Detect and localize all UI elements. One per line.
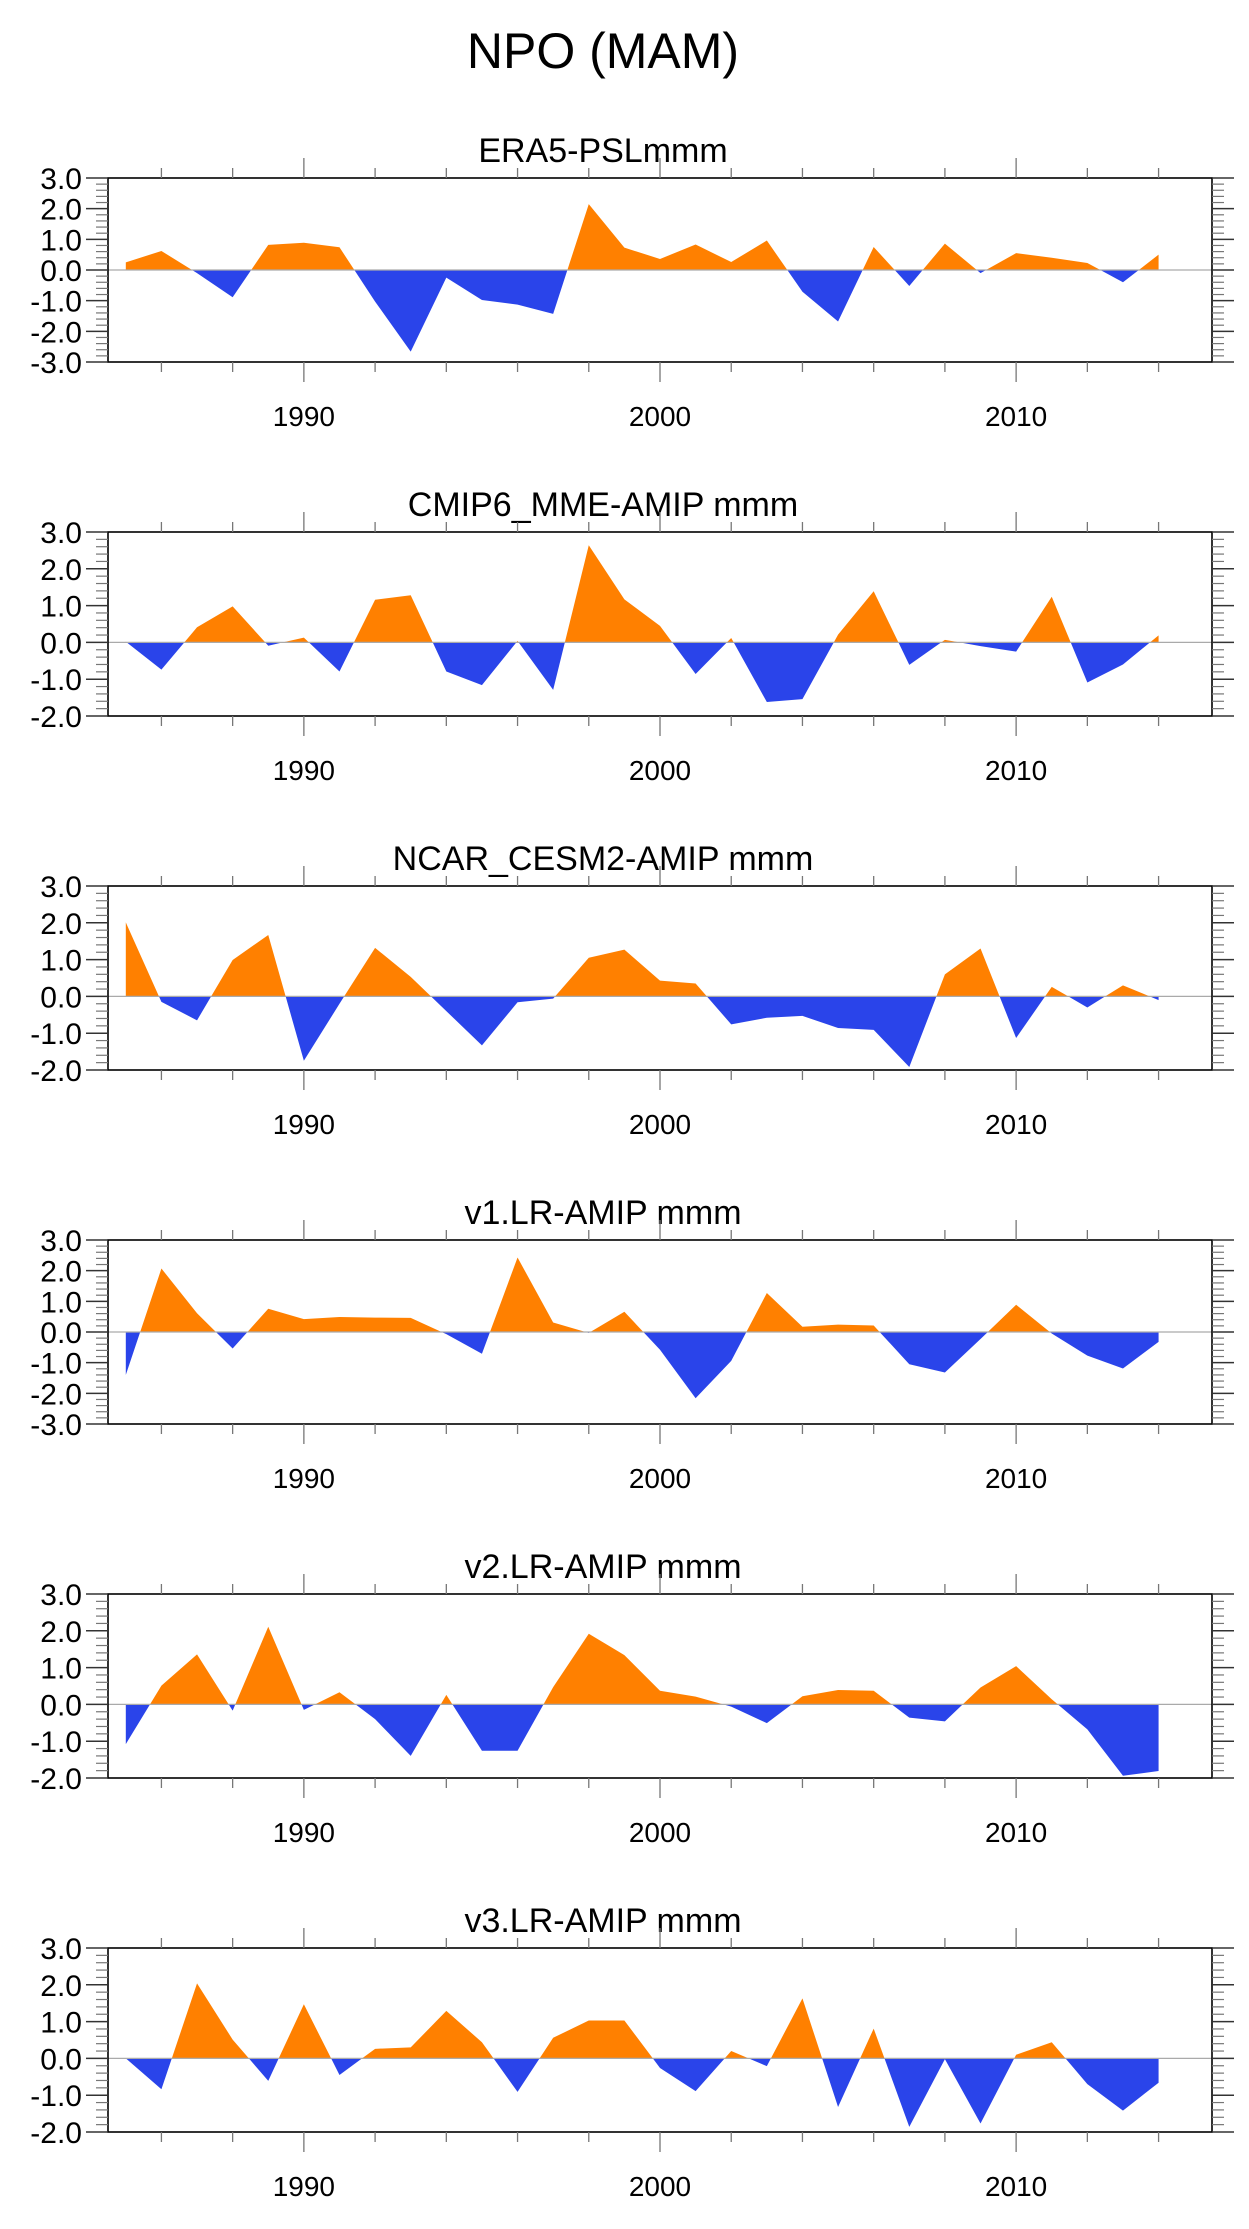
x-tick-label: 1990	[273, 1463, 335, 1494]
y-tick-label: -2.0	[30, 1055, 82, 1088]
y-tick-label: 1.0	[40, 1653, 82, 1686]
chart-panel-5: v2.LR-AMIP mmm 3.0 2.0 1.00.0 -1.0 -2.0 1990 20…	[30, 1548, 1234, 1848]
x-tick-label: 2000	[629, 1109, 691, 1140]
y-tick-label: 3.0	[40, 517, 82, 550]
panel-title: v2.LR-AMIP mmm	[464, 1548, 741, 1586]
y-tick-label: 3.0	[40, 1933, 82, 1966]
x-tick-label: 1990	[273, 1109, 335, 1140]
y-tick-label: -3.0	[30, 1409, 82, 1442]
x-tick-label: 2010	[985, 755, 1047, 786]
y-tick-label: 0.0	[40, 2043, 82, 2076]
x-tick-label: 2010	[985, 2171, 1047, 2202]
y-tick-label: -1.0	[30, 1018, 82, 1051]
y-tick-label: 1.0	[40, 945, 82, 978]
panel-title: NCAR_CESM2-AMIP mmm	[393, 840, 814, 878]
x-tick-label: 2000	[629, 1463, 691, 1494]
x-tick-label: 2010	[985, 1817, 1047, 1848]
y-tick-label: 0.0	[40, 981, 82, 1014]
panel-title: v3.LR-AMIP mmm	[464, 1902, 741, 1940]
y-tick-label: -1.0	[30, 2080, 82, 2113]
y-tick-label: -2.0	[30, 1763, 82, 1796]
y-tick-label: 1.0	[40, 2007, 82, 2040]
negative-area	[125, 1704, 1159, 1776]
x-tick-label: 2000	[629, 1817, 691, 1848]
positive-area	[125, 922, 1159, 997]
chart-panel-6: v3.LR-AMIP mmm 3.0 2.0 1.00.0 -1.0 -2.0 1990 20…	[30, 1902, 1234, 2202]
y-tick-label: -1.0	[30, 1726, 82, 1759]
y-tick-label: 2.0	[40, 1970, 82, 2003]
y-tick-label: 0.0	[40, 1317, 82, 1350]
y-tick-label: -2.0	[30, 701, 82, 734]
y-tick-label: -1.0	[30, 664, 82, 697]
positive-area	[125, 1257, 1159, 1332]
y-tick-label: 2.0	[40, 554, 82, 587]
y-tick-label: -2.0	[30, 2117, 82, 2150]
y-tick-label: 1.0	[40, 224, 82, 257]
panel-title: CMIP6_MME-AMIP mmm	[408, 486, 798, 524]
positive-area	[125, 545, 1159, 643]
chart-panel-2: CMIP6_MME-AMIP mmm 3.0 2.0 1.00.0 -1.0 -2.0 19…	[30, 486, 1234, 786]
chart-panel-1: ERA5-PSLmmm 3.02.01.00.0-1.0-2.0-3.0 1990 2…	[30, 132, 1234, 432]
y-tick-label: 0.0	[40, 255, 82, 288]
x-tick-label: 1990	[273, 1817, 335, 1848]
y-tick-label: -2.0	[30, 1378, 82, 1411]
chart-panel-4: v1.LR-AMIP mmm 3.02.01.00.0-1.0-2.0-3.0 19…	[30, 1194, 1234, 1494]
y-tick-label: 2.0	[40, 908, 82, 941]
y-tick-label: 3.0	[40, 163, 82, 196]
x-tick-label: 2010	[985, 1109, 1047, 1140]
y-tick-label: 2.0	[40, 194, 82, 227]
y-tick-label: 0.0	[40, 627, 82, 660]
negative-area	[125, 270, 1159, 352]
x-tick-label: 2010	[985, 401, 1047, 432]
positive-area	[125, 1983, 1159, 2059]
x-tick-label: 2000	[629, 755, 691, 786]
x-tick-label: 2010	[985, 1463, 1047, 1494]
negative-area	[125, 642, 1159, 703]
figure-title: NPO (MAM)	[467, 23, 739, 79]
chart-panel-3: NCAR_CESM2-AMIP mmm 3.0 2.0 1.00.0 -1.0 -2.0 1…	[30, 840, 1234, 1140]
y-tick-label: -1.0	[30, 286, 82, 319]
negative-area	[125, 1332, 1159, 1399]
panel-title: v1.LR-AMIP mmm	[464, 1194, 741, 1232]
y-tick-label: 3.0	[40, 1579, 82, 1612]
x-tick-label: 1990	[273, 401, 335, 432]
x-tick-label: 2000	[629, 2171, 691, 2202]
y-tick-label: -1.0	[30, 1348, 82, 1381]
y-tick-label: -3.0	[30, 347, 82, 380]
panel-title: ERA5-PSLmmm	[478, 132, 727, 170]
x-tick-label: 2000	[629, 401, 691, 432]
positive-area	[125, 1626, 1159, 1705]
y-tick-label: 3.0	[40, 1225, 82, 1258]
y-tick-label: 2.0	[40, 1616, 82, 1649]
y-tick-label: 1.0	[40, 1286, 82, 1319]
y-tick-label: 0.0	[40, 1689, 82, 1722]
y-tick-label: 2.0	[40, 1256, 82, 1289]
y-tick-label: 1.0	[40, 591, 82, 624]
plot-frame	[107, 1947, 1213, 2133]
negative-area	[125, 996, 1159, 1068]
negative-area	[125, 2058, 1159, 2127]
x-tick-label: 1990	[273, 755, 335, 786]
y-tick-label: -2.0	[30, 316, 82, 349]
positive-area	[125, 204, 1159, 270]
x-tick-label: 1990	[273, 2171, 335, 2202]
y-tick-label: 3.0	[40, 871, 82, 904]
